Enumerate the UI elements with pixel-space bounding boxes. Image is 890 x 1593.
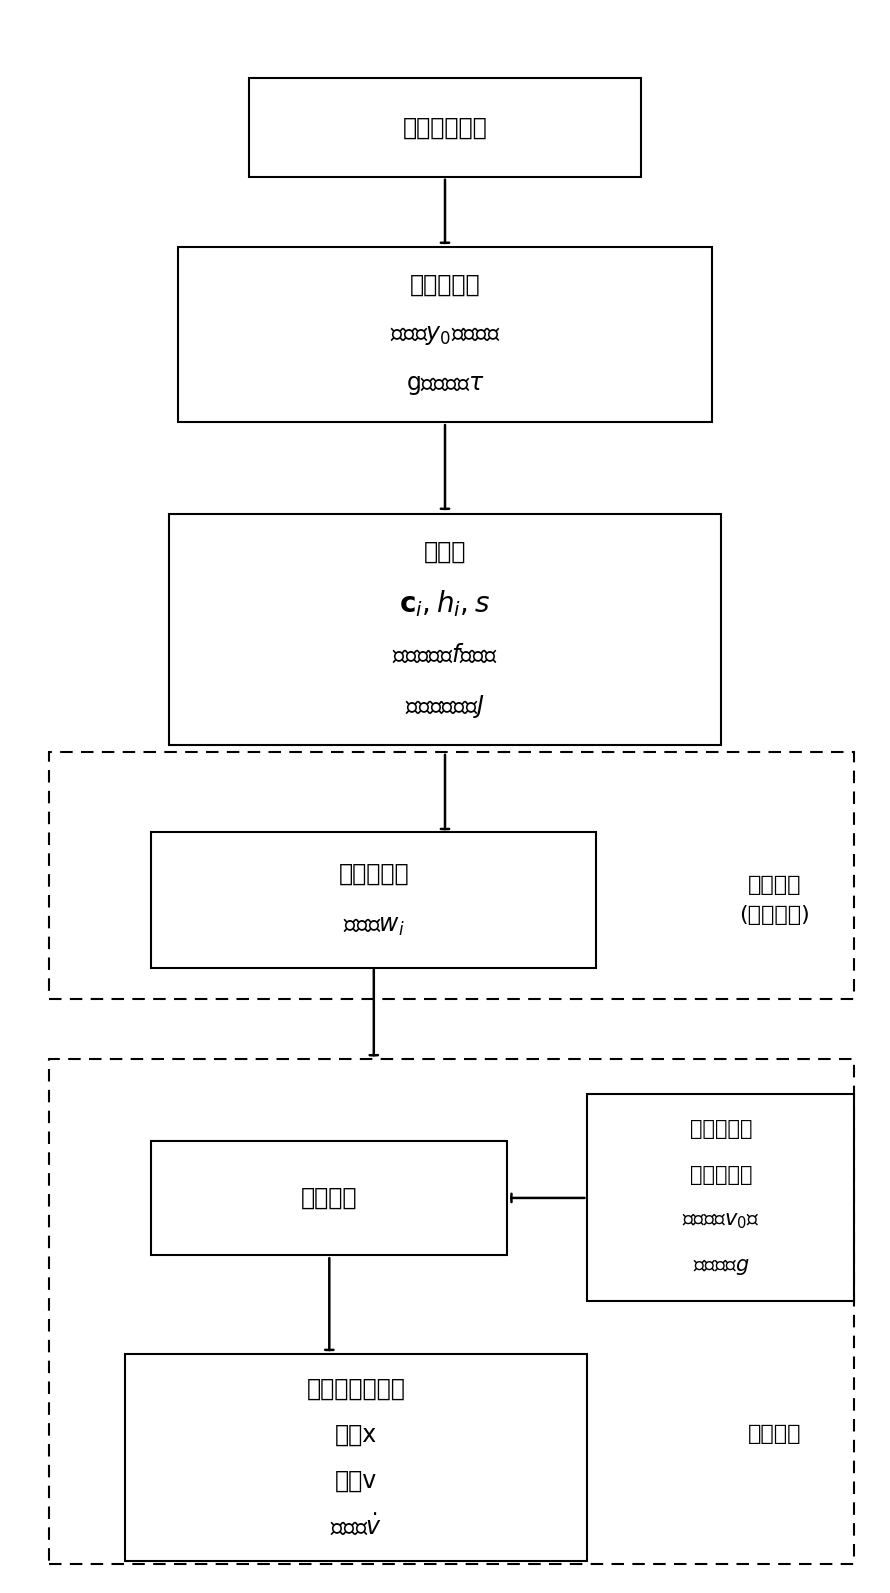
Text: 权重值$w_i$: 权重值$w_i$: [343, 914, 405, 938]
Bar: [49, 752, 854, 999]
Text: 计算：: 计算：: [424, 540, 466, 564]
Bar: [151, 832, 596, 967]
Text: 误差准则函数$J$: 误差准则函数$J$: [405, 693, 485, 720]
Text: 迹设置不同: 迹设置不同: [690, 1164, 752, 1185]
Text: g时间常数$\tau$: g时间常数$\tau$: [406, 373, 484, 397]
Text: 转换系统: 转换系统: [301, 1185, 358, 1211]
Bar: [249, 78, 641, 177]
Text: 学习过程
(训练过程): 学习过程 (训练过程): [739, 875, 810, 926]
Text: 加速度$\dot{v}$: 加速度$\dot{v}$: [330, 1513, 382, 1540]
Bar: [49, 1059, 854, 1564]
Text: 计算出最佳: 计算出最佳: [338, 862, 409, 886]
Text: 位移x: 位移x: [335, 1423, 377, 1446]
Text: 设置参数：: 设置参数：: [409, 272, 481, 296]
Text: 起始点$y_0$和目标点: 起始点$y_0$和目标点: [390, 322, 500, 347]
Text: 根据不同轨: 根据不同轨: [690, 1118, 752, 1139]
Text: 速度v: 速度v: [335, 1469, 377, 1493]
Bar: [587, 1094, 854, 1301]
Text: 的起始点$v_0$和: 的起始点$v_0$和: [683, 1211, 759, 1231]
Text: 训练样本数据: 训练样本数据: [402, 115, 488, 140]
Bar: [151, 1141, 507, 1255]
Text: 泛化过程: 泛化过程: [748, 1424, 801, 1443]
Text: 计算学习之后的: 计算学习之后的: [306, 1376, 406, 1400]
Text: 终点位置$g$: 终点位置$g$: [692, 1257, 749, 1278]
Bar: [169, 513, 721, 746]
Bar: [125, 1354, 587, 1561]
Text: 非线性函数$f$和最小: 非线性函数$f$和最小: [392, 644, 498, 667]
Text: $\mathbf{c}_i, h_i, s$: $\mathbf{c}_i, h_i, s$: [400, 588, 490, 620]
Bar: [178, 247, 712, 422]
